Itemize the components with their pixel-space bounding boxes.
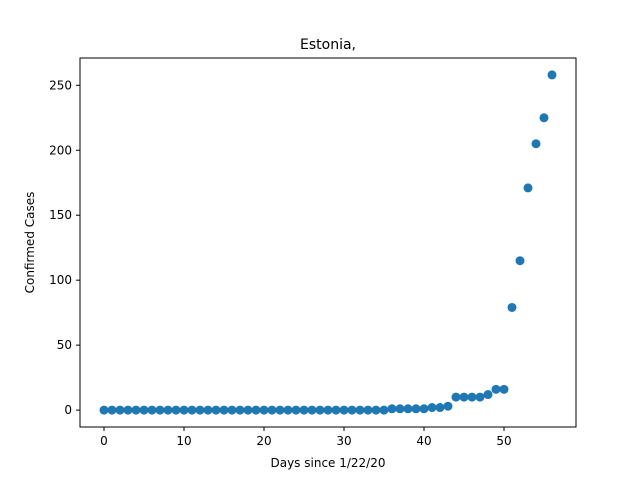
data-point xyxy=(251,405,261,415)
y-tick-label: 50 xyxy=(57,338,72,352)
data-point xyxy=(539,113,549,123)
data-point xyxy=(147,405,157,415)
y-axis-ticks: 0 50 100 150 200 250 xyxy=(49,78,80,417)
data-point xyxy=(499,384,509,394)
data-point xyxy=(435,403,445,413)
data-point xyxy=(451,392,461,402)
data-point xyxy=(515,256,525,266)
y-tick-label: 200 xyxy=(49,143,72,157)
data-point xyxy=(219,405,229,415)
y-tick-label: 250 xyxy=(49,78,72,92)
data-point xyxy=(403,404,413,414)
x-axis-ticks: 0 10 20 30 40 50 xyxy=(100,427,512,448)
data-point xyxy=(307,405,317,415)
data-point xyxy=(467,392,477,402)
data-point xyxy=(243,405,253,415)
data-point xyxy=(459,392,469,402)
data-point xyxy=(547,70,557,80)
x-tick-label: 20 xyxy=(256,434,271,448)
data-point xyxy=(379,405,389,415)
data-point xyxy=(211,405,221,415)
data-point xyxy=(363,405,373,415)
data-point xyxy=(283,405,293,415)
x-tick-label: 10 xyxy=(176,434,191,448)
data-point xyxy=(371,405,381,415)
data-point xyxy=(523,183,533,193)
x-tick-label: 50 xyxy=(496,434,511,448)
y-tick-label: 0 xyxy=(64,403,72,417)
data-point xyxy=(443,401,453,411)
data-point xyxy=(507,302,517,312)
y-tick-label: 100 xyxy=(49,273,72,287)
x-tick-label: 40 xyxy=(416,434,431,448)
data-point xyxy=(195,405,205,415)
data-point xyxy=(275,405,285,415)
y-axis-label: Confirmed Cases xyxy=(23,192,37,294)
chart-title: Estonia, xyxy=(300,37,356,53)
data-point xyxy=(395,404,405,414)
data-point xyxy=(323,405,333,415)
data-point xyxy=(163,405,173,415)
data-point xyxy=(291,405,301,415)
data-point xyxy=(123,405,133,415)
data-point xyxy=(107,405,117,415)
data-point xyxy=(411,404,421,414)
data-point xyxy=(139,405,149,415)
data-point xyxy=(483,390,493,400)
data-point xyxy=(187,405,197,415)
data-point xyxy=(115,405,125,415)
data-point xyxy=(227,405,237,415)
x-tick-label: 0 xyxy=(100,434,108,448)
data-point xyxy=(339,405,349,415)
data-point xyxy=(203,405,213,415)
data-point xyxy=(427,403,437,413)
data-point xyxy=(387,404,397,414)
x-axis-label: Days since 1/22/20 xyxy=(270,456,385,470)
data-point xyxy=(355,405,365,415)
data-point xyxy=(347,405,357,415)
data-point xyxy=(331,405,341,415)
data-point xyxy=(419,404,429,414)
data-point xyxy=(475,392,485,402)
data-point xyxy=(131,405,141,415)
data-point xyxy=(155,405,165,415)
data-point xyxy=(259,405,269,415)
data-point xyxy=(179,405,189,415)
data-point xyxy=(315,405,325,415)
x-tick-label: 30 xyxy=(336,434,351,448)
data-point xyxy=(99,405,109,415)
y-tick-label: 150 xyxy=(49,208,72,222)
data-point xyxy=(299,405,309,415)
plot-area-frame xyxy=(79,57,577,428)
data-point xyxy=(531,139,541,149)
data-point xyxy=(491,384,501,394)
data-points xyxy=(99,70,557,415)
data-point xyxy=(267,405,277,415)
data-point xyxy=(235,405,245,415)
data-point xyxy=(171,405,181,415)
